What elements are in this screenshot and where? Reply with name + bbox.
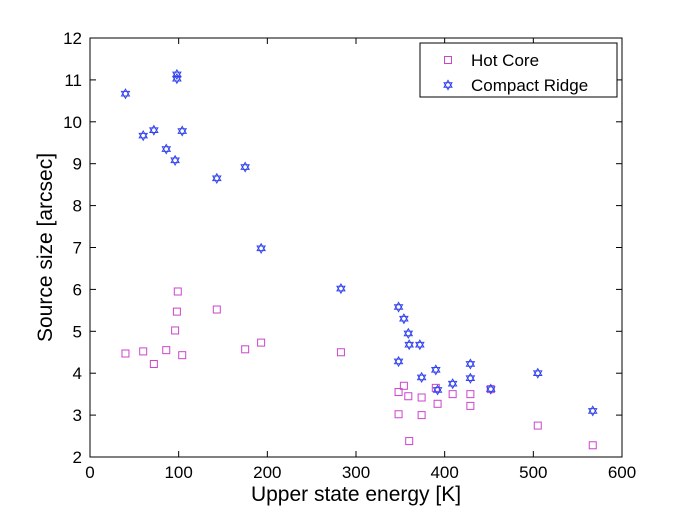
data-point: [172, 68, 182, 81]
data-point: [336, 348, 345, 357]
legend-marker-hot-core: [444, 56, 452, 64]
data-point: [172, 307, 181, 316]
data-point: [120, 88, 131, 100]
data-point: [336, 282, 346, 295]
data-point: [162, 346, 171, 355]
data-point: [257, 338, 266, 347]
axis-tick-labels: 0 100 200 300 400 500 600 2 3 4 5 6 7 8 9 10 11 12: [63, 29, 636, 482]
data-point: [399, 313, 409, 325]
data-point: [148, 124, 159, 136]
data-point: [256, 242, 266, 254]
data-point: [170, 154, 180, 166]
data-point: [416, 371, 427, 383]
x-tick-label: 300: [342, 463, 370, 482]
legend-label-hot-core: Hot Core: [471, 51, 539, 70]
x-tick-label: 400: [430, 463, 458, 482]
data-point: [417, 393, 426, 402]
data-point: [533, 421, 542, 430]
data-point: [433, 399, 442, 408]
y-tick-label: 4: [73, 364, 82, 383]
data-point: [430, 364, 441, 376]
x-tick-label: 0: [85, 463, 94, 482]
data-point: [404, 339, 415, 351]
data-point: [405, 437, 414, 446]
y-tick-label: 5: [73, 322, 82, 341]
data-point: [587, 405, 598, 417]
x-tick-label: 100: [164, 463, 192, 482]
data-point: [399, 381, 408, 390]
x-tick-label: 500: [519, 463, 547, 482]
axis-ticks: [89, 37, 623, 458]
data-point: [403, 327, 414, 340]
data-point: [149, 359, 158, 368]
y-tick-label: 9: [73, 155, 82, 174]
data-point: [447, 378, 458, 390]
legend-marker-compact-ridge: [443, 79, 453, 91]
data-point: [432, 384, 443, 396]
data-point: [448, 390, 457, 399]
data-point: [485, 383, 496, 395]
data-point: [212, 305, 221, 314]
data-point: [211, 172, 222, 184]
y-tick-label: 8: [73, 197, 82, 216]
y-tick-label: 2: [73, 448, 82, 467]
series-compact-ridge: [120, 68, 598, 417]
data-point: [394, 388, 403, 397]
legend-box: [419, 42, 618, 98]
data-point: [486, 385, 495, 394]
data-points: [120, 68, 598, 450]
y-tick-label: 12: [63, 29, 82, 48]
data-point: [241, 345, 250, 354]
data-point: [171, 326, 180, 335]
data-point: [178, 351, 187, 360]
data-point: [138, 130, 149, 142]
data-point: [465, 358, 476, 370]
data-point: [532, 367, 543, 379]
y-tick-label: 3: [73, 406, 82, 425]
data-point: [466, 401, 475, 410]
data-point: [177, 125, 188, 137]
data-point: [240, 161, 251, 173]
data-point: [466, 390, 475, 399]
legend: Hot Core Compact Ridge: [419, 42, 618, 98]
data-point: [465, 372, 476, 384]
data-point: [121, 349, 130, 358]
y-tick-label: 11: [64, 71, 82, 90]
data-point: [588, 441, 597, 450]
x-tick-label: 600: [608, 463, 636, 482]
data-point: [404, 392, 413, 401]
data-point: [393, 355, 404, 368]
x-axis-label: Upper state energy [K]: [251, 483, 461, 506]
y-tick-label: 10: [63, 113, 82, 132]
legend-label-compact-ridge: Compact Ridge: [471, 76, 588, 95]
x-tick-label: 200: [253, 463, 281, 482]
legend-marker-symbol: [443, 79, 453, 91]
data-point: [417, 411, 426, 420]
plot-area: [89, 37, 623, 458]
data-point: [161, 143, 172, 155]
data-point: [394, 410, 403, 419]
data-point: [173, 287, 182, 296]
legend-marker-symbol: [444, 56, 452, 64]
data-point: [139, 347, 148, 356]
y-axis-label: Source size [arcsec]: [34, 153, 57, 342]
data-point: [393, 301, 404, 313]
y-tick-label: 7: [73, 239, 82, 258]
data-point: [414, 339, 425, 351]
y-tick-label: 6: [73, 280, 82, 299]
